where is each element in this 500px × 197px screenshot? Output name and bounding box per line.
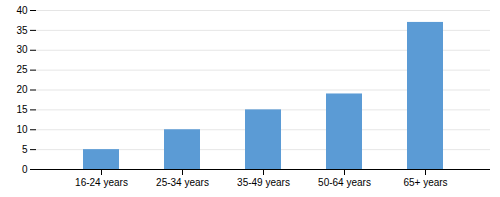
svg-text:0: 0 [22,164,28,175]
svg-text:40: 40 [16,5,28,16]
svg-text:35-49 years: 35-49 years [237,177,290,188]
svg-text:35: 35 [16,25,28,36]
svg-text:16-24 years: 16-24 years [75,177,128,188]
svg-text:30: 30 [16,44,28,55]
svg-text:20: 20 [16,84,28,95]
svg-text:25: 25 [16,64,28,75]
svg-text:50-64 years: 50-64 years [318,177,371,188]
svg-text:10: 10 [16,124,28,135]
svg-text:25-34 years: 25-34 years [156,177,209,188]
svg-text:5: 5 [22,144,28,155]
svg-text:15: 15 [16,104,28,115]
svg-text:65+ years: 65+ years [403,177,447,188]
